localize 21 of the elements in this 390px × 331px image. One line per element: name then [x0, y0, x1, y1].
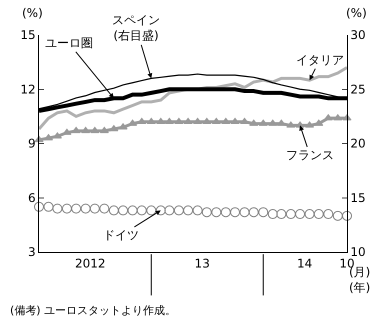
y2-tick-label: 20 [350, 136, 366, 151]
annotation: ドイツ [103, 228, 139, 242]
annotation: イタリア [296, 53, 344, 67]
y-tick-label: 12 [20, 82, 36, 96]
annotation: ユーロ圏 [45, 36, 93, 50]
y2-tick-label: 30 [350, 28, 366, 42]
y2-tick-label: 25 [350, 82, 366, 96]
annotation: スペイン (右目盛) [112, 13, 160, 43]
y2-axis-title: (%) [346, 6, 367, 20]
text: (備考) ユーロスタットより作成。 [10, 304, 176, 317]
y-axis-title: (%) [22, 6, 43, 20]
y2-tick-label: 15 [350, 190, 366, 205]
y-tick-label: 3 [28, 245, 36, 260]
x-tick-label: 13 [194, 256, 210, 270]
x-tick-label: 14 [297, 256, 312, 270]
y-tick-label: 9 [28, 136, 36, 151]
y-tick-label: 6 [28, 190, 36, 205]
annotation: フランス [286, 148, 334, 162]
y2-tick-label: 10 [350, 245, 366, 260]
x-tick-label: 2012 [74, 256, 106, 270]
y-tick-label: 15 [20, 28, 36, 42]
